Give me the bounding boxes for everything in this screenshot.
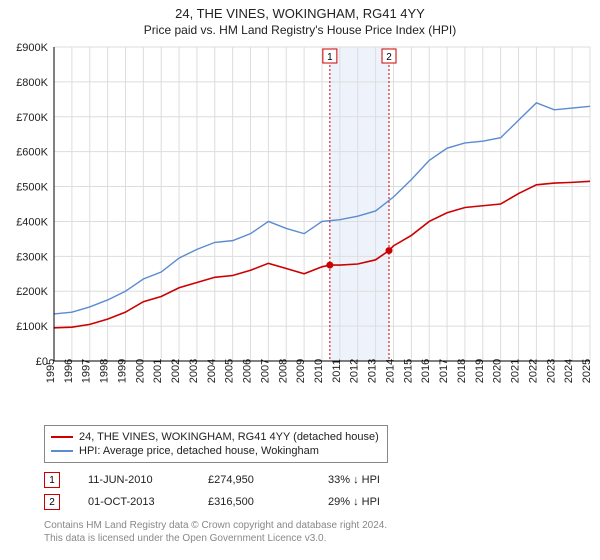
- marker-pct: 29% ↓ HPI: [328, 496, 420, 508]
- chart-title: 24, THE VINES, WOKINGHAM, RG41 4YY: [0, 0, 600, 21]
- svg-text:2024: 2024: [563, 359, 575, 383]
- svg-text:2010: 2010: [313, 359, 325, 383]
- marker-number: 2: [44, 494, 60, 510]
- chart-subtitle: Price paid vs. HM Land Registry's House …: [0, 21, 600, 41]
- footer-line1: Contains HM Land Registry data © Crown c…: [44, 519, 600, 532]
- svg-text:£500K: £500K: [16, 182, 48, 194]
- svg-text:2008: 2008: [277, 359, 289, 383]
- marker-row: 2 01-OCT-2013 £316,500 29% ↓ HPI: [44, 491, 600, 513]
- svg-text:£800K: £800K: [16, 77, 48, 89]
- svg-text:2022: 2022: [527, 359, 539, 383]
- marker-price: £316,500: [208, 496, 300, 508]
- svg-text:2009: 2009: [295, 359, 307, 383]
- svg-text:1995: 1995: [45, 359, 57, 383]
- svg-text:2004: 2004: [206, 359, 218, 383]
- svg-text:2015: 2015: [402, 359, 414, 383]
- svg-text:2000: 2000: [134, 359, 146, 383]
- svg-text:2025: 2025: [581, 359, 593, 383]
- footer-line2: This data is licensed under the Open Gov…: [44, 532, 600, 545]
- svg-text:2011: 2011: [331, 359, 343, 383]
- svg-text:£100K: £100K: [16, 321, 48, 333]
- marker-date: 01-OCT-2013: [88, 496, 180, 508]
- svg-text:2002: 2002: [170, 359, 182, 383]
- svg-text:2016: 2016: [420, 359, 432, 383]
- legend-swatch: [51, 436, 73, 438]
- svg-text:£400K: £400K: [16, 216, 48, 228]
- legend-swatch: [51, 450, 73, 452]
- svg-text:2019: 2019: [474, 359, 486, 383]
- svg-text:2017: 2017: [438, 359, 450, 383]
- svg-text:2013: 2013: [367, 359, 379, 383]
- svg-text:£300K: £300K: [16, 251, 48, 263]
- marker-pct: 33% ↓ HPI: [328, 474, 420, 486]
- svg-text:£900K: £900K: [16, 42, 48, 54]
- legend-label: HPI: Average price, detached house, Woki…: [79, 445, 319, 457]
- markers-table: 1 11-JUN-2010 £274,950 33% ↓ HPI 2 01-OCT-201…: [44, 469, 600, 513]
- svg-text:2007: 2007: [259, 359, 271, 383]
- svg-text:2014: 2014: [384, 359, 396, 383]
- chart-area: £0£100K£200K£300K£400K£500K£600K£700K£80…: [0, 41, 600, 421]
- marker-number: 1: [44, 472, 60, 488]
- legend-item: 24, THE VINES, WOKINGHAM, RG41 4YY (deta…: [51, 430, 381, 444]
- svg-text:2: 2: [386, 52, 392, 63]
- svg-text:£700K: £700K: [16, 112, 48, 124]
- svg-text:1999: 1999: [116, 359, 128, 383]
- legend-label: 24, THE VINES, WOKINGHAM, RG41 4YY (deta…: [79, 431, 379, 443]
- svg-text:2021: 2021: [510, 359, 522, 383]
- svg-text:2018: 2018: [456, 359, 468, 383]
- svg-text:2006: 2006: [242, 359, 254, 383]
- svg-text:1998: 1998: [99, 359, 111, 383]
- svg-text:2003: 2003: [188, 359, 200, 383]
- line-chart: £0£100K£200K£300K£400K£500K£600K£700K£80…: [0, 41, 600, 421]
- svg-text:2005: 2005: [224, 359, 236, 383]
- svg-text:1997: 1997: [81, 359, 93, 383]
- attribution-footer: Contains HM Land Registry data © Crown c…: [44, 519, 600, 545]
- legend: 24, THE VINES, WOKINGHAM, RG41 4YY (deta…: [44, 425, 388, 463]
- svg-text:2001: 2001: [152, 359, 164, 383]
- svg-text:£200K: £200K: [16, 286, 48, 298]
- svg-text:2012: 2012: [349, 359, 361, 383]
- legend-item: HPI: Average price, detached house, Woki…: [51, 444, 381, 458]
- marker-row: 1 11-JUN-2010 £274,950 33% ↓ HPI: [44, 469, 600, 491]
- marker-price: £274,950: [208, 474, 300, 486]
- svg-text:2023: 2023: [545, 359, 557, 383]
- svg-text:1: 1: [327, 52, 333, 63]
- svg-text:£600K: £600K: [16, 147, 48, 159]
- svg-text:2020: 2020: [492, 359, 504, 383]
- marker-date: 11-JUN-2010: [88, 474, 180, 486]
- svg-text:1996: 1996: [63, 359, 75, 383]
